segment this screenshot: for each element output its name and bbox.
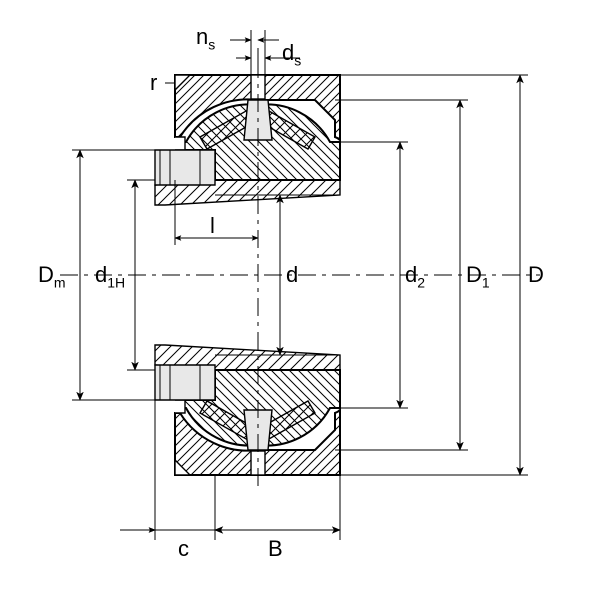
- label-D1: D1: [466, 262, 490, 290]
- label-d2: d2: [405, 262, 425, 290]
- bearing-diagram: [0, 0, 600, 600]
- label-ns: ns: [196, 24, 215, 52]
- label-D: D: [528, 262, 544, 288]
- label-d: d: [286, 262, 298, 288]
- label-ds: ds: [282, 40, 301, 68]
- label-l: l: [210, 213, 215, 239]
- label-r: r: [150, 70, 157, 96]
- label-c: c: [178, 536, 189, 562]
- label-B: B: [268, 536, 283, 562]
- label-d1H: d1H: [95, 262, 125, 290]
- label-Dm: Dm: [38, 262, 66, 290]
